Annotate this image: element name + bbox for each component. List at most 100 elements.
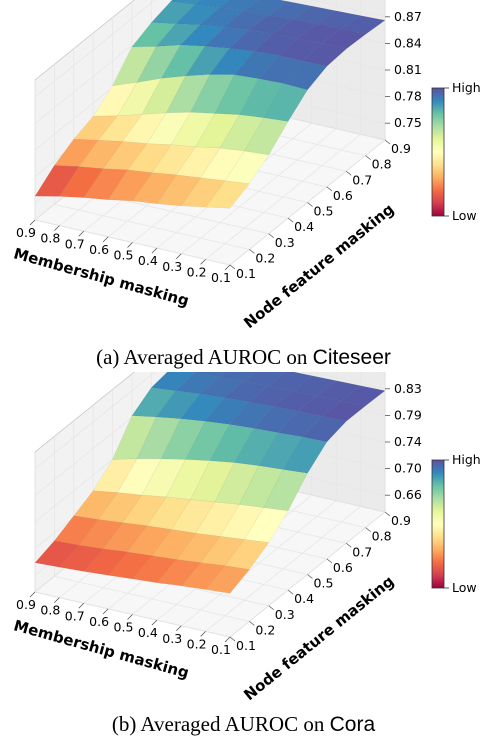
caption-prefix: (b) Averaged AUROC on xyxy=(111,712,330,736)
x-tick-label: 0.9 xyxy=(16,597,36,612)
colorbar-high-label: High xyxy=(452,80,481,95)
y-tick-label: 0.2 xyxy=(255,250,275,265)
y-tick-mark xyxy=(287,589,294,595)
x-tick-mark xyxy=(175,625,182,632)
y-tick-mark xyxy=(384,139,391,145)
y-tick-mark xyxy=(307,574,313,579)
grid-line xyxy=(34,0,386,98)
y-tick-mark xyxy=(268,233,274,239)
y-tick-label: 0.7 xyxy=(352,544,372,559)
x-tick-label: 0.5 xyxy=(114,248,134,263)
z-tick-label: 0.66 xyxy=(394,487,422,502)
y-tick-label: 0.4 xyxy=(294,591,314,606)
x-tick-label: 0.7 xyxy=(65,608,85,623)
x-tick-mark xyxy=(78,230,85,237)
x-tick-label: 0.7 xyxy=(65,236,85,251)
x-tick-label: 0.1 xyxy=(211,642,231,657)
y-tick-mark xyxy=(346,542,352,548)
axes: 0.9 0.8 0.7 0.6 0.5 0.4 0.3 0.2 0.1 0.10.20.30.40… xyxy=(16,381,422,657)
grid-line xyxy=(180,500,337,627)
x-tick-mark xyxy=(175,253,182,260)
y-tick-mark xyxy=(365,155,371,160)
x-tick-mark xyxy=(29,219,36,226)
z-tick-label: 0.79 xyxy=(394,407,422,422)
x-tick-mark xyxy=(54,597,60,603)
caption-dataset: Citeseer xyxy=(312,346,391,369)
colorbar-gradient xyxy=(431,459,445,589)
x-tick-mark xyxy=(127,614,133,620)
x-tick-label: 0.5 xyxy=(114,620,134,635)
grid-line xyxy=(205,134,361,260)
colorbar: High Low xyxy=(431,452,481,595)
y-tick-label: 0.9 xyxy=(391,141,411,156)
y-tick-label: 0.8 xyxy=(372,157,392,172)
y-tick-mark xyxy=(287,217,294,223)
x-tick-label: 0.3 xyxy=(162,259,182,274)
y-tick-label: 0.6 xyxy=(333,560,353,575)
y-tick-label: 0.7 xyxy=(352,172,372,187)
x-tick-mark xyxy=(200,259,206,265)
y-tick-label: 0.5 xyxy=(314,576,334,591)
z-tick-label: 0.84 xyxy=(394,35,422,50)
y-tick-mark xyxy=(326,558,333,564)
colorbar: High Low xyxy=(431,80,481,223)
surface xyxy=(34,0,386,209)
y-tick-mark xyxy=(249,621,255,626)
caption-citeseer: (a) Averaged AUROC on Citeseer xyxy=(0,345,487,370)
x-tick-mark xyxy=(200,631,206,637)
x-tick-label: 0.3 xyxy=(162,631,182,646)
y-tick-mark xyxy=(229,636,236,642)
grid-line xyxy=(34,372,386,470)
surface-chart-citeseer: 0.9 0.8 0.7 0.6 0.5 0.4 0.3 0.2 0.1 0.10.20.30.40… xyxy=(12,0,481,332)
x-tick-label: 0.8 xyxy=(40,231,60,246)
y-tick-mark xyxy=(268,605,274,611)
colorbar-high-label: High xyxy=(452,452,481,467)
colorbar-low-label: Low xyxy=(452,580,477,595)
x-tick-label: 0.2 xyxy=(187,264,207,279)
surface-chart-cora: 0.9 0.8 0.7 0.6 0.5 0.4 0.3 0.2 0.1 0.10.20.30.40… xyxy=(12,372,481,704)
z-tick-label: 0.81 xyxy=(394,62,422,77)
y-tick-label: 0.3 xyxy=(275,235,295,250)
x-tick-label: 0.2 xyxy=(187,636,207,651)
colorbar-gradient xyxy=(431,87,445,217)
y-tick-label: 0.3 xyxy=(275,607,295,622)
x-tick-mark xyxy=(102,608,109,615)
x-tick-mark xyxy=(151,247,158,254)
z-tick-label: 0.87 xyxy=(394,9,422,24)
z-tick-label: 0.75 xyxy=(394,115,422,130)
y-tick-mark xyxy=(384,511,391,517)
x-tick-label: 0.6 xyxy=(89,614,109,629)
z-tick-label: 0.78 xyxy=(394,89,422,104)
y-tick-label: 0.2 xyxy=(255,622,275,637)
x-tick-mark xyxy=(78,602,85,609)
y-tick-label: 0.6 xyxy=(333,188,353,203)
y-tick-label: 0.1 xyxy=(236,266,256,281)
x-tick-mark xyxy=(29,591,36,598)
x-tick-mark xyxy=(102,236,109,243)
y-tick-label: 0.8 xyxy=(372,529,392,544)
grid-line xyxy=(205,506,361,632)
x-tick-label: 0.8 xyxy=(40,603,60,618)
caption-prefix: (a) Averaged AUROC on xyxy=(96,345,313,369)
surface-patch xyxy=(205,565,250,594)
x-tick-label: 0.4 xyxy=(138,625,158,640)
y-tick-mark xyxy=(229,264,236,270)
y-tick-mark xyxy=(307,202,313,207)
x-tick-label: 0.6 xyxy=(89,242,109,257)
x-tick-label: 0.1 xyxy=(211,270,231,285)
x-tick-label: 0.9 xyxy=(16,225,36,240)
caption-cora: (b) Averaged AUROC on Cora xyxy=(0,712,487,737)
z-tick-label: 0.74 xyxy=(394,434,422,449)
y-tick-mark xyxy=(346,170,352,176)
surface-patch xyxy=(205,180,250,209)
y-tick-label: 0.4 xyxy=(294,219,314,234)
x-tick-mark xyxy=(151,619,158,626)
y-tick-mark xyxy=(249,249,255,254)
x-tick-mark xyxy=(127,242,133,248)
axes: 0.9 0.8 0.7 0.6 0.5 0.4 0.3 0.2 0.1 0.10.20.30.40… xyxy=(16,9,422,285)
surface xyxy=(34,372,386,594)
x-tick-label: 0.4 xyxy=(138,253,158,268)
y-tick-label: 0.5 xyxy=(314,204,334,219)
x-tick-mark xyxy=(54,225,60,231)
y-tick-label: 0.1 xyxy=(236,638,256,653)
